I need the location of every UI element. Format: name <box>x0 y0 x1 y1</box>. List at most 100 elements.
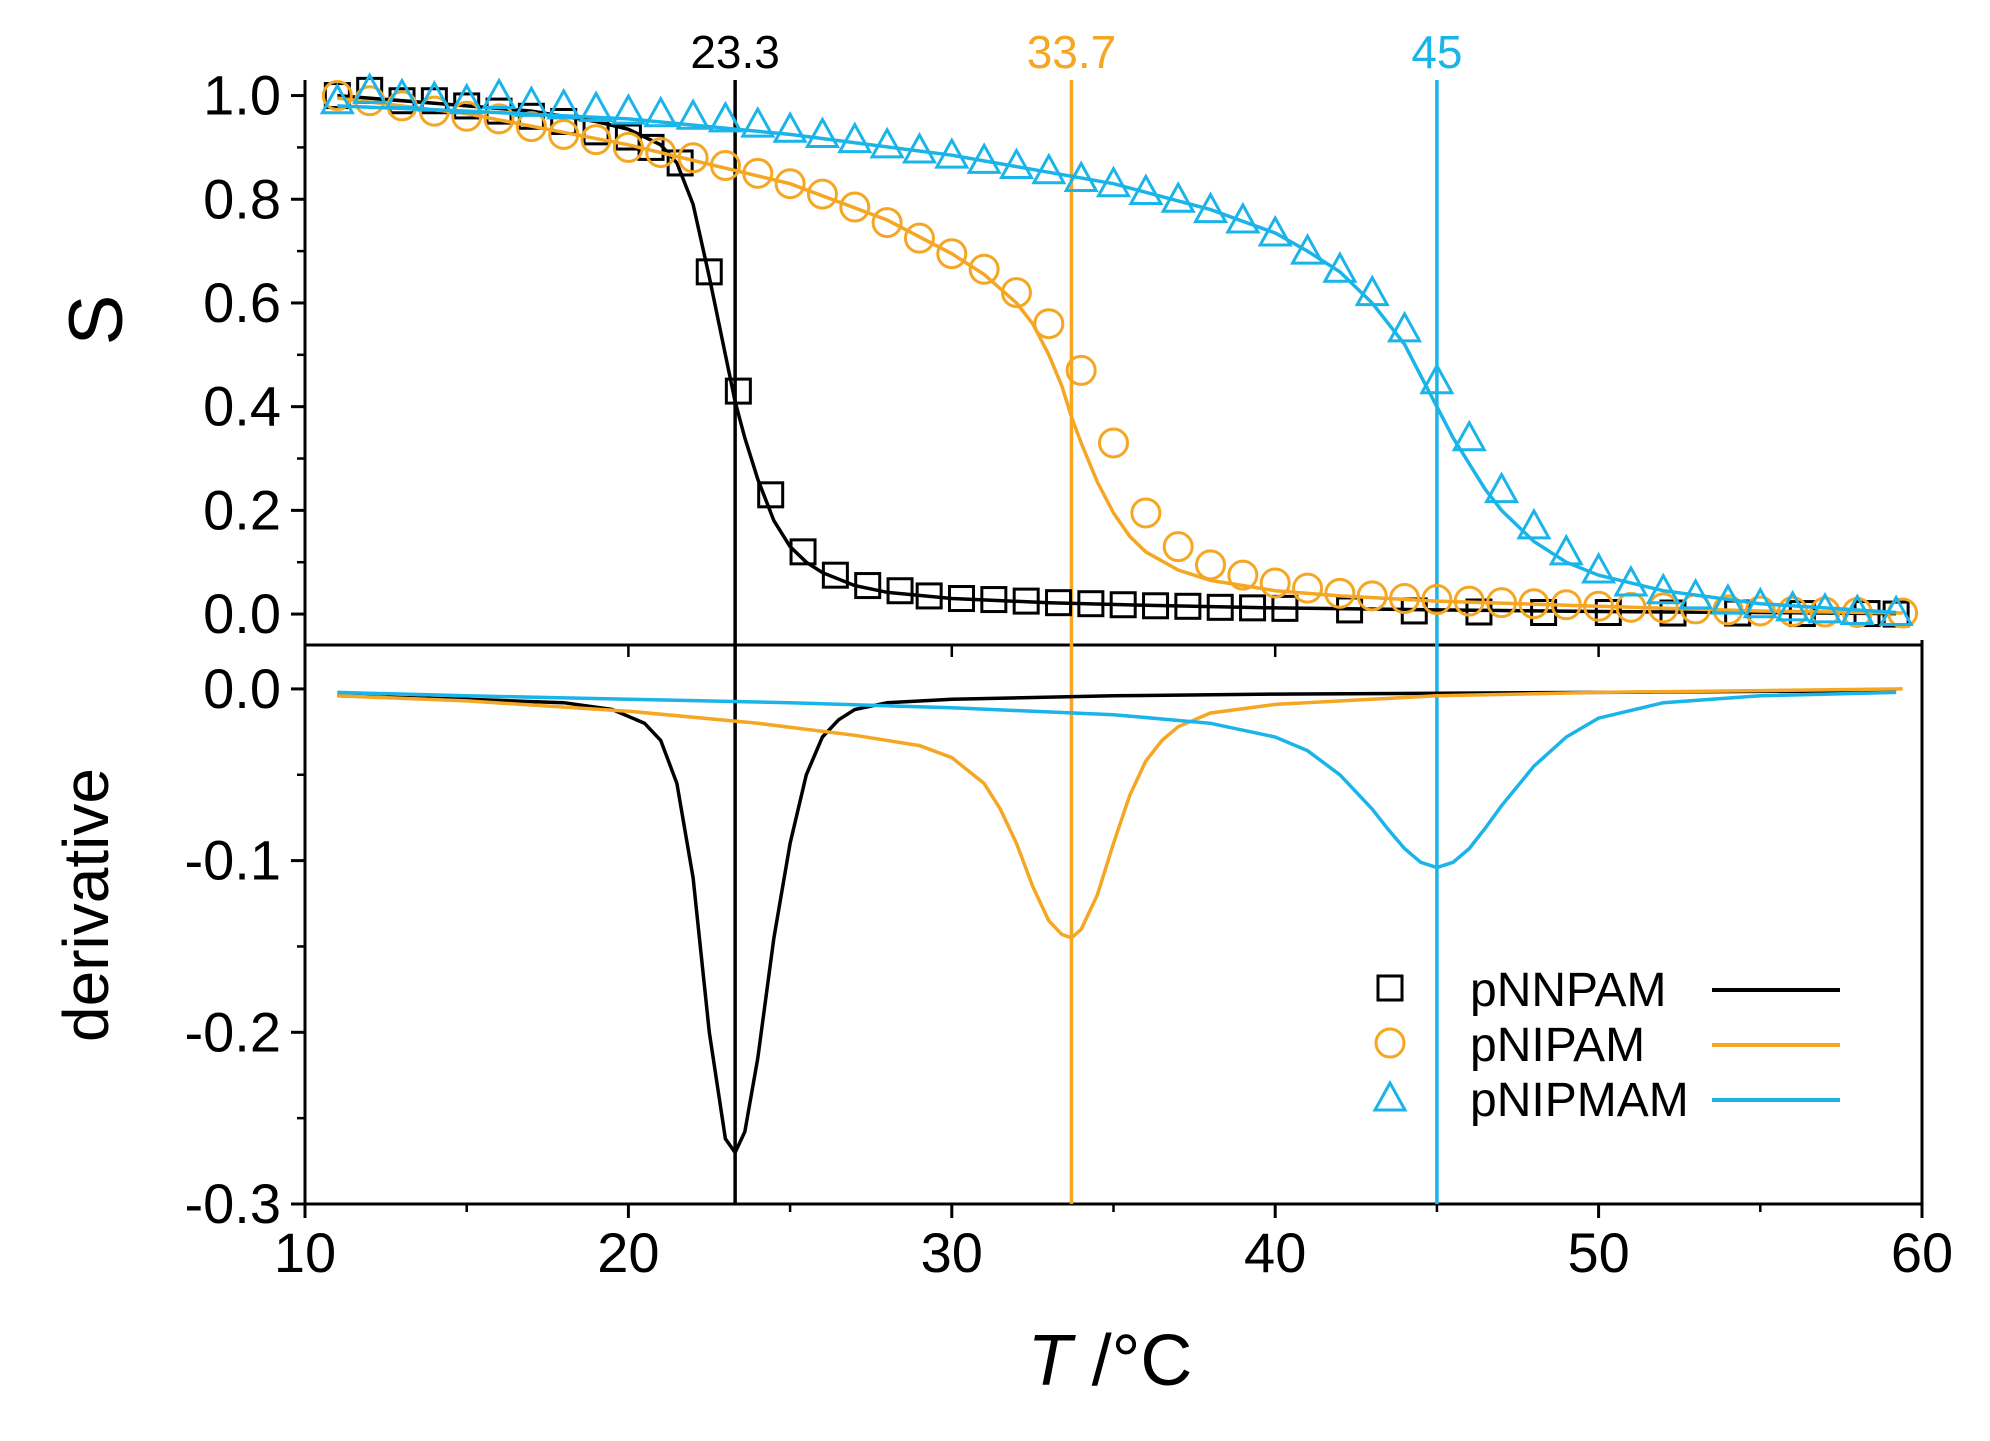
x-tick-label: 40 <box>1244 1221 1306 1284</box>
data-point-pNIPMAM <box>740 105 776 138</box>
derivative-line-pNNPAM <box>337 688 1897 1156</box>
data-point-pNIPMAM <box>352 72 388 104</box>
x-axis-label: T /°C <box>1028 1321 1193 1401</box>
data-point-pNNPAM <box>915 582 943 610</box>
data-point-pNIPMAM <box>675 98 711 130</box>
data-point-pNIPMAM <box>1710 583 1746 615</box>
data-point-pNIPMAM <box>1581 551 1617 584</box>
data-point-pNIPAM <box>1647 592 1679 624</box>
y-tick-label: 0.6 <box>203 271 281 334</box>
y-tick-label: -0.2 <box>185 1000 282 1063</box>
data-point-pNIPMAM <box>384 77 420 110</box>
vline-label: 23.3 <box>690 26 780 78</box>
x-axis-label-unit: /°C <box>1072 1321 1193 1401</box>
data-point-pNIPAM <box>580 124 612 156</box>
data-point-pNIPMAM <box>1742 586 1778 619</box>
data-point-pNIPAM <box>742 157 774 189</box>
data-point-pNIPMAM <box>1257 214 1293 247</box>
data-point-pNIPMAM <box>578 90 614 123</box>
fit-line-pNIPMAM <box>337 104 1897 615</box>
data-point-pNNPAM <box>1594 599 1622 627</box>
data-point-pNIPAM <box>1389 583 1421 615</box>
x-tick-label: 10 <box>274 1221 336 1284</box>
data-point-pNIPAM <box>1259 567 1291 599</box>
data-point-pNIPMAM <box>546 87 582 120</box>
y-tick-label: 1.0 <box>203 64 281 127</box>
data-point-pNNPAM <box>1659 599 1687 627</box>
data-point-pNIPAM <box>1518 588 1550 620</box>
data-point-pNIPMAM <box>934 137 970 169</box>
data-point-pNIPAM <box>1130 497 1162 529</box>
data-point-pNIPAM <box>709 150 741 182</box>
data-point-pNIPAM <box>1453 585 1485 617</box>
data-point-pNIPAM <box>1356 580 1388 612</box>
x-axis-label-variable: T <box>1028 1321 1077 1401</box>
transition-lines: 23.3 33.7 45 <box>690 26 1462 1204</box>
data-point-pNNPAM <box>854 572 882 600</box>
data-point-pNNPAM <box>1077 590 1105 618</box>
data-point-pNIPMAM <box>1322 251 1358 283</box>
legend-label: pNNPAM <box>1470 964 1666 1017</box>
data-point-pNIPMAM <box>481 77 517 110</box>
axes: 10 20 30 40 50 60 T /°C 0.0 0.2 0.4 0.6 0.8 1.0 -0.3 -… <box>50 64 1953 1401</box>
data-point-pNIPMAM <box>804 116 840 148</box>
data-point-pNIPAM <box>1162 531 1194 563</box>
data-point-pNIPMAM <box>707 100 743 133</box>
y-tick-label: 0.4 <box>203 375 281 438</box>
x-tick-label: 50 <box>1567 1221 1629 1284</box>
data-point-pNIPMAM <box>1419 362 1455 395</box>
x-tick-label: 20 <box>597 1221 659 1284</box>
data-point-pNIPAM <box>1777 595 1809 627</box>
y-tick-label: 0.8 <box>203 167 281 230</box>
data-point-pNIPMAM <box>998 147 1035 180</box>
data-point-pNIPMAM <box>869 126 905 159</box>
data-point-pNIPAM <box>903 222 935 254</box>
fit-line-pNIPAM <box>337 96 1903 615</box>
data-point-pNIPAM <box>1292 572 1324 604</box>
data-point-pNIPAM <box>1195 549 1227 581</box>
data-point-pNIPMAM <box>643 95 679 128</box>
data-point-pNIPMAM <box>1225 201 1261 234</box>
data-point-pNIPAM <box>548 118 580 150</box>
data-point-pNIPMAM <box>416 80 452 112</box>
derivative-line-pNIPMAM <box>337 690 1897 870</box>
data-point-pNIPAM <box>1421 584 1453 616</box>
data-point-pNIPAM <box>451 100 483 132</box>
data-point-pNIPAM <box>1033 308 1065 340</box>
data-point-pNIPMAM <box>1516 507 1552 540</box>
data-point-pNNPAM <box>1174 592 1202 620</box>
x-tick-label: 60 <box>1891 1221 1953 1284</box>
data-point-pNIPAM <box>1324 577 1356 609</box>
legend-label: pNIPMAM <box>1470 1074 1689 1127</box>
data-point-pNIPMAM <box>1063 160 1099 193</box>
data-point-pNIPMAM <box>1451 419 1487 452</box>
y-tick-label: -0.1 <box>185 829 282 892</box>
data-point-pNIPMAM <box>1548 533 1584 566</box>
data-point-pNIPAM <box>968 253 1000 285</box>
data-point-pNNPAM <box>757 481 785 509</box>
data-point-pNIPMAM <box>449 82 485 115</box>
data-point-pNIPMAM <box>1678 577 1714 610</box>
data-point-pNIPMAM <box>1645 572 1681 605</box>
data-point-pNIPAM <box>1098 427 1129 459</box>
data-point-pNIPMAM <box>1289 233 1326 265</box>
data-point-pNIPMAM <box>772 111 808 143</box>
series-pNNPAM <box>323 76 1910 1156</box>
data-point-pNNPAM <box>948 585 976 613</box>
data-point-pNIPAM <box>321 80 353 112</box>
y-tick-label: 0.2 <box>203 478 281 541</box>
legend-marker-pNIPMAM <box>1372 1079 1408 1112</box>
y-tick-label: 0.0 <box>203 657 281 720</box>
data-point-pNIPMAM <box>1160 181 1196 213</box>
data-point-pNIPAM <box>1744 595 1776 627</box>
data-point-pNNPAM <box>821 561 849 589</box>
data-point-pNIPAM <box>1486 587 1518 619</box>
data-point-pNIPAM <box>483 103 515 135</box>
data-point-pNIPMAM <box>1775 589 1811 622</box>
data-point-pNNPAM <box>1012 587 1040 615</box>
data-point-pNIPMAM <box>319 82 355 115</box>
data-point-pNIPAM <box>1227 559 1259 591</box>
legend-marker-pNIPAM <box>1374 1027 1406 1059</box>
data-point-pNIPAM <box>1615 591 1647 623</box>
